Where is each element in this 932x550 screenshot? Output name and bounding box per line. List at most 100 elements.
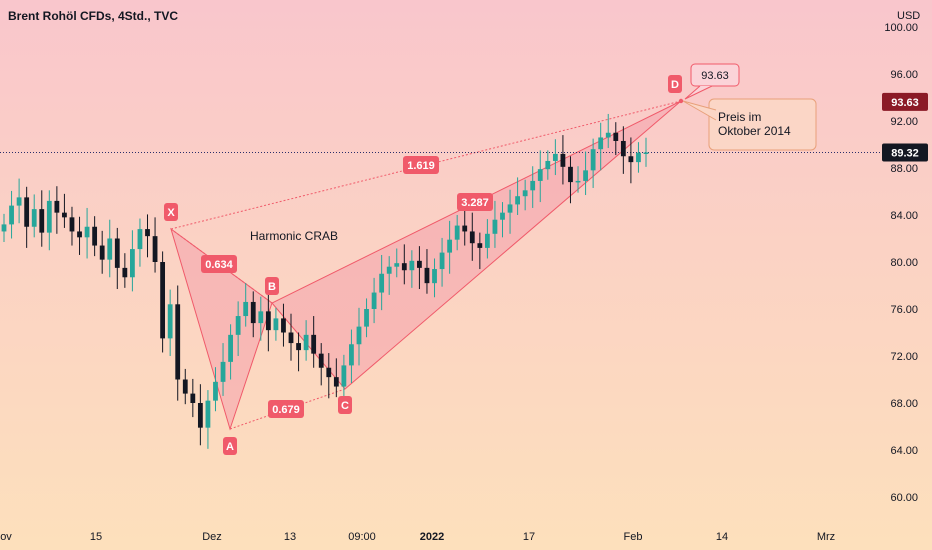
chart-title: Brent Rohöl CFDs, 4Std., TVC — [8, 9, 179, 23]
point-label-b: B — [268, 281, 276, 293]
candle-body — [636, 152, 641, 163]
candle-body — [545, 160, 551, 170]
candle-body — [122, 267, 128, 278]
candle-body — [371, 292, 377, 309]
y-tick-label: 84.00 — [890, 210, 918, 222]
x-tick-label: 2022 — [420, 531, 444, 543]
candle-body — [84, 226, 90, 238]
candle-body — [628, 156, 634, 163]
candle-body — [288, 332, 294, 344]
candle-body — [273, 318, 279, 331]
y-tick-label: 64.00 — [890, 445, 918, 457]
candle-body — [432, 269, 437, 284]
candle-body — [590, 149, 596, 171]
candle-body — [507, 204, 513, 213]
candle-body — [333, 377, 339, 387]
candle-body — [439, 252, 445, 270]
candle-body — [560, 153, 566, 167]
d-price-tag — [882, 92, 928, 111]
candle-body — [39, 209, 45, 233]
point-label-x: X — [167, 207, 175, 219]
candle-body — [77, 231, 82, 238]
candle-body — [613, 132, 619, 141]
candle-body — [107, 238, 113, 260]
ratio-label: 3.287 — [461, 197, 489, 209]
y-tick-label: 88.00 — [890, 163, 918, 175]
y-tick-label: 60.00 — [890, 492, 918, 504]
candle-body — [114, 238, 120, 268]
last-price-tag — [882, 143, 928, 162]
candle-body — [228, 334, 233, 362]
annotation-text-line: Preis im — [718, 110, 761, 124]
ratio-label: 0.634 — [205, 259, 233, 271]
candle-body — [250, 301, 256, 324]
ratio-line-xb — [170, 228, 273, 304]
candle-body — [130, 249, 135, 278]
candle-body — [265, 311, 271, 331]
candle-body — [469, 231, 475, 244]
candle-body — [356, 326, 362, 345]
candle-body — [62, 212, 67, 218]
candle-body — [205, 400, 211, 428]
candle-body — [568, 166, 573, 183]
candle-body — [484, 233, 490, 248]
candle-body — [552, 153, 558, 161]
d-price-callout-text: 93.63 — [701, 70, 729, 82]
candle-body — [175, 304, 181, 380]
candle-body — [69, 217, 75, 232]
candle-body — [318, 353, 324, 368]
candle-body — [575, 180, 581, 183]
candle-body — [235, 316, 241, 335]
candle-body — [424, 267, 430, 284]
candle-body — [99, 245, 105, 260]
candle-body — [447, 239, 453, 253]
point-marker-d — [668, 75, 682, 93]
ratio-badge — [457, 193, 493, 211]
candle-body — [515, 196, 520, 205]
x-tick-label: 09:00 — [348, 531, 376, 543]
d-price-callout — [690, 63, 740, 87]
point-label-c: C — [341, 400, 349, 412]
candle-body — [394, 263, 400, 267]
ratio-label: 0.679 — [272, 404, 300, 416]
currency-label: USD — [897, 10, 921, 22]
x-tick-label: ov — [0, 531, 12, 543]
y-tick-label: 72.00 — [890, 351, 918, 363]
candle-body — [386, 266, 392, 274]
candle-body — [16, 197, 22, 206]
ratio-badge — [403, 156, 439, 174]
candle-body — [605, 132, 611, 138]
y-tick-label: 92.00 — [890, 116, 918, 128]
candle-body — [454, 225, 460, 240]
pattern-name: Harmonic CRAB — [250, 229, 338, 243]
candle-body — [583, 170, 588, 181]
candle-body — [417, 260, 422, 268]
candle-body — [311, 334, 317, 354]
y-tick-label: 80.00 — [890, 257, 918, 269]
candle-body — [341, 365, 347, 387]
candle-body — [401, 263, 407, 271]
candle-body — [281, 318, 286, 333]
candles — [1, 113, 649, 449]
candle-body — [1, 224, 7, 232]
candle-body — [243, 301, 249, 317]
triangle-bcd — [271, 100, 682, 390]
candle-body — [409, 260, 415, 271]
candle-body — [92, 226, 98, 246]
candle-body — [598, 137, 604, 150]
candle-body — [258, 311, 264, 324]
candle-body — [152, 236, 158, 262]
candle-body — [197, 403, 203, 428]
candle-body — [160, 262, 166, 339]
candle-body — [530, 180, 536, 191]
point-marker-c — [338, 396, 352, 414]
candle-body — [620, 140, 626, 157]
x-tick-label: Dez — [202, 531, 222, 543]
candle-body — [24, 197, 30, 227]
candle-body — [296, 343, 301, 351]
x-tick-label: 14 — [716, 531, 728, 543]
candle-body — [379, 273, 385, 293]
candle-body — [643, 152, 649, 154]
